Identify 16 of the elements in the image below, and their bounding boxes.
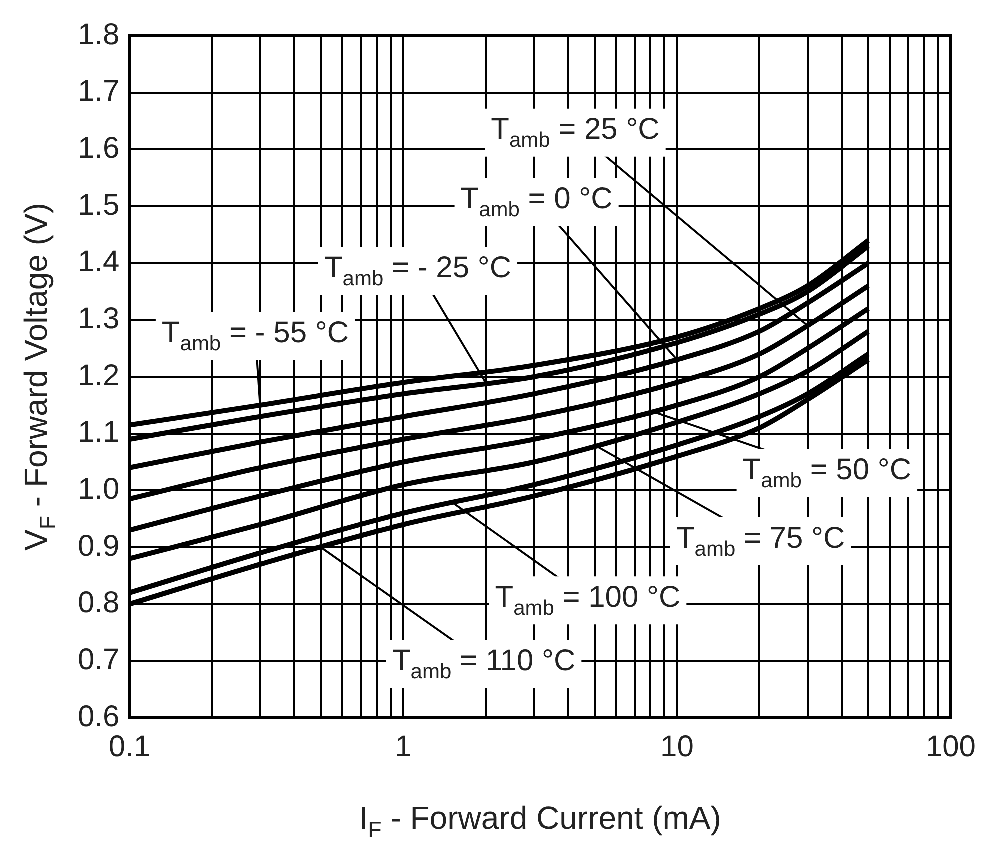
y-tick-label: 1.8 xyxy=(78,18,120,52)
y-tick-label: 1.5 xyxy=(78,188,120,222)
y-axis-title: VF - Forward Voltage (V) xyxy=(18,202,60,552)
y-tick-label: 1.6 xyxy=(78,132,120,165)
y-tick-label: 1.4 xyxy=(78,246,120,279)
y-tick-label: 1.7 xyxy=(78,75,120,108)
y-tick-label: 1.0 xyxy=(78,472,120,506)
y-tick-label: 1.2 xyxy=(78,359,120,392)
x-tick-label: 1 xyxy=(395,730,412,764)
x-tick-label: 100 xyxy=(926,730,976,764)
y-tick-label: 0.8 xyxy=(78,586,120,620)
x-tick-label: 10 xyxy=(660,730,694,764)
y-tick-label: 1.1 xyxy=(78,416,120,450)
y-tick-label: 0.7 xyxy=(78,643,120,676)
y-tick-label: 0.9 xyxy=(78,530,120,563)
y-tick-label: 1.3 xyxy=(78,302,120,336)
